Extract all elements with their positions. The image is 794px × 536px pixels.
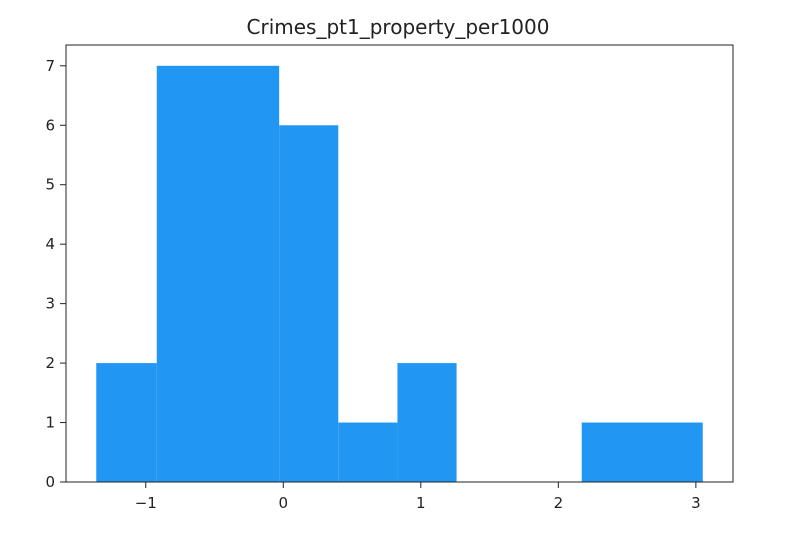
chart-title: Crimes_pt1_property_per1000 [247, 15, 550, 39]
y-tick-label-0: 0 [45, 473, 55, 491]
y-tick-label-5: 5 [45, 176, 55, 194]
x-tick-label-0: −1 [135, 494, 157, 512]
y-tick-label-1: 1 [45, 414, 55, 432]
bars-layer [96, 65, 703, 483]
x-tick-label-2: 1 [416, 494, 426, 512]
x-tick-label-3: 2 [554, 494, 564, 512]
x-tick-label-4: 3 [691, 494, 701, 512]
y-tick-label-3: 3 [45, 295, 55, 313]
histogram-bar-3 [338, 422, 398, 482]
histogram-bar-6 [581, 422, 703, 482]
histogram-bar-1 [156, 65, 280, 482]
histogram-bar-4 [397, 363, 457, 482]
y-tick-label-4: 4 [45, 235, 55, 253]
y-tick-label-6: 6 [45, 116, 55, 134]
histogram-bar-0 [96, 363, 157, 482]
plot-frame [65, 44, 734, 483]
histogram-bar-2 [279, 125, 339, 483]
x-tick-label-1: 0 [279, 494, 289, 512]
ticks-layer: −1 0 1 2 3 0 1 2 3 4 5 6 7 [45, 57, 700, 512]
y-tick-label-2: 2 [45, 354, 55, 372]
y-tick-label-7: 7 [45, 57, 55, 75]
